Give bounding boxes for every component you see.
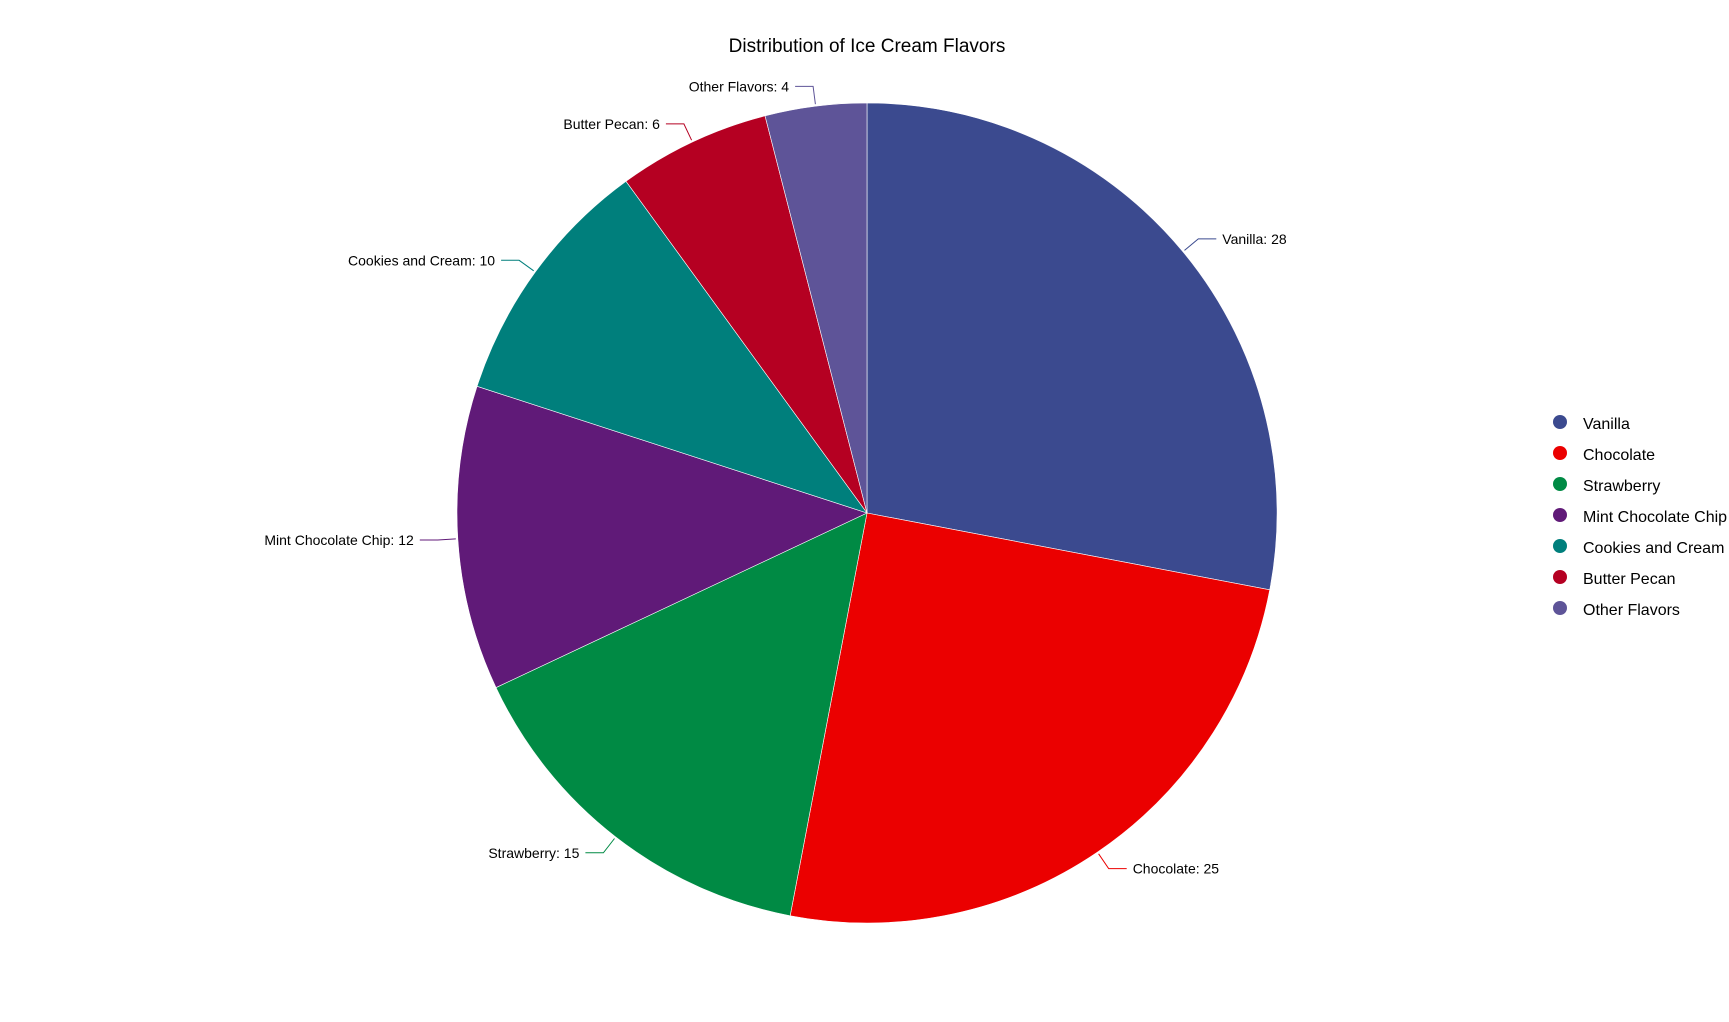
legend-label-other-flavors: Other Flavors [1583, 602, 1680, 619]
leader-line-other-flavors [795, 85, 816, 105]
leader-line-butter-pecan [665, 123, 693, 141]
legend-marker-cookies-and-cream [1553, 539, 1567, 553]
legend-marker-mint-chocolate-chip [1553, 508, 1567, 522]
leader-line-strawberry [585, 838, 615, 854]
slice-leader-lines [419, 85, 1217, 870]
slice-label-butter-pecan: Butter Pecan: 6 [563, 116, 660, 132]
leader-line-cookies-and-cream [501, 259, 534, 272]
slice-label-mint-chocolate-chip: Mint Chocolate Chip: 12 [264, 532, 414, 548]
legend-marker-other-flavors [1553, 601, 1567, 615]
pie-slice-strawberry [495, 512, 868, 917]
leader-line-chocolate [1098, 853, 1127, 870]
leader-line-mint-chocolate-chip [419, 538, 456, 541]
slice-label-cookies-and-cream: Cookies and Cream: 10 [348, 252, 495, 268]
slice-label-vanilla: Vanilla: 28 [1222, 231, 1287, 247]
legend-label-butter-pecan: Butter Pecan [1583, 571, 1676, 588]
pie-slice-other-flavors [764, 102, 868, 514]
legend: Vanilla Chocolate Strawberry Mint Chocolate… [1553, 415, 1727, 619]
pie-slices [456, 102, 1278, 924]
leader-line-vanilla [1184, 238, 1217, 251]
legend-marker-butter-pecan [1553, 570, 1567, 584]
legend-label-mint-chocolate-chip: Mint Chocolate Chip [1583, 509, 1727, 526]
pie-slice-butter-pecan [625, 115, 868, 514]
legend-label-strawberry: Strawberry [1583, 478, 1660, 495]
pie-slice-chocolate [789, 512, 1271, 924]
legend-marker-strawberry [1553, 477, 1567, 491]
slice-label-other-flavors: Other Flavors: 4 [689, 78, 790, 94]
legend-marker-chocolate [1553, 446, 1567, 460]
legend-label-vanilla: Vanilla [1583, 416, 1630, 433]
pie-slice-vanilla [866, 102, 1278, 591]
slice-label-strawberry: Strawberry: 15 [488, 845, 579, 861]
chart-title: Distribution of Ice Cream Flavors [729, 36, 1006, 57]
slice-labels: Vanilla: 28 Chocolate: 25 Strawberry: 15 Mi… [264, 78, 1286, 876]
legend-label-chocolate: Chocolate [1583, 447, 1655, 464]
pie-slice-cookies-and-cream [476, 180, 868, 514]
slice-label-chocolate: Chocolate: 25 [1133, 861, 1220, 877]
pie-slice-mint-chocolate-chip [456, 385, 868, 688]
legend-label-cookies-and-cream: Cookies and Cream [1583, 540, 1724, 557]
legend-marker-vanilla [1553, 415, 1567, 429]
